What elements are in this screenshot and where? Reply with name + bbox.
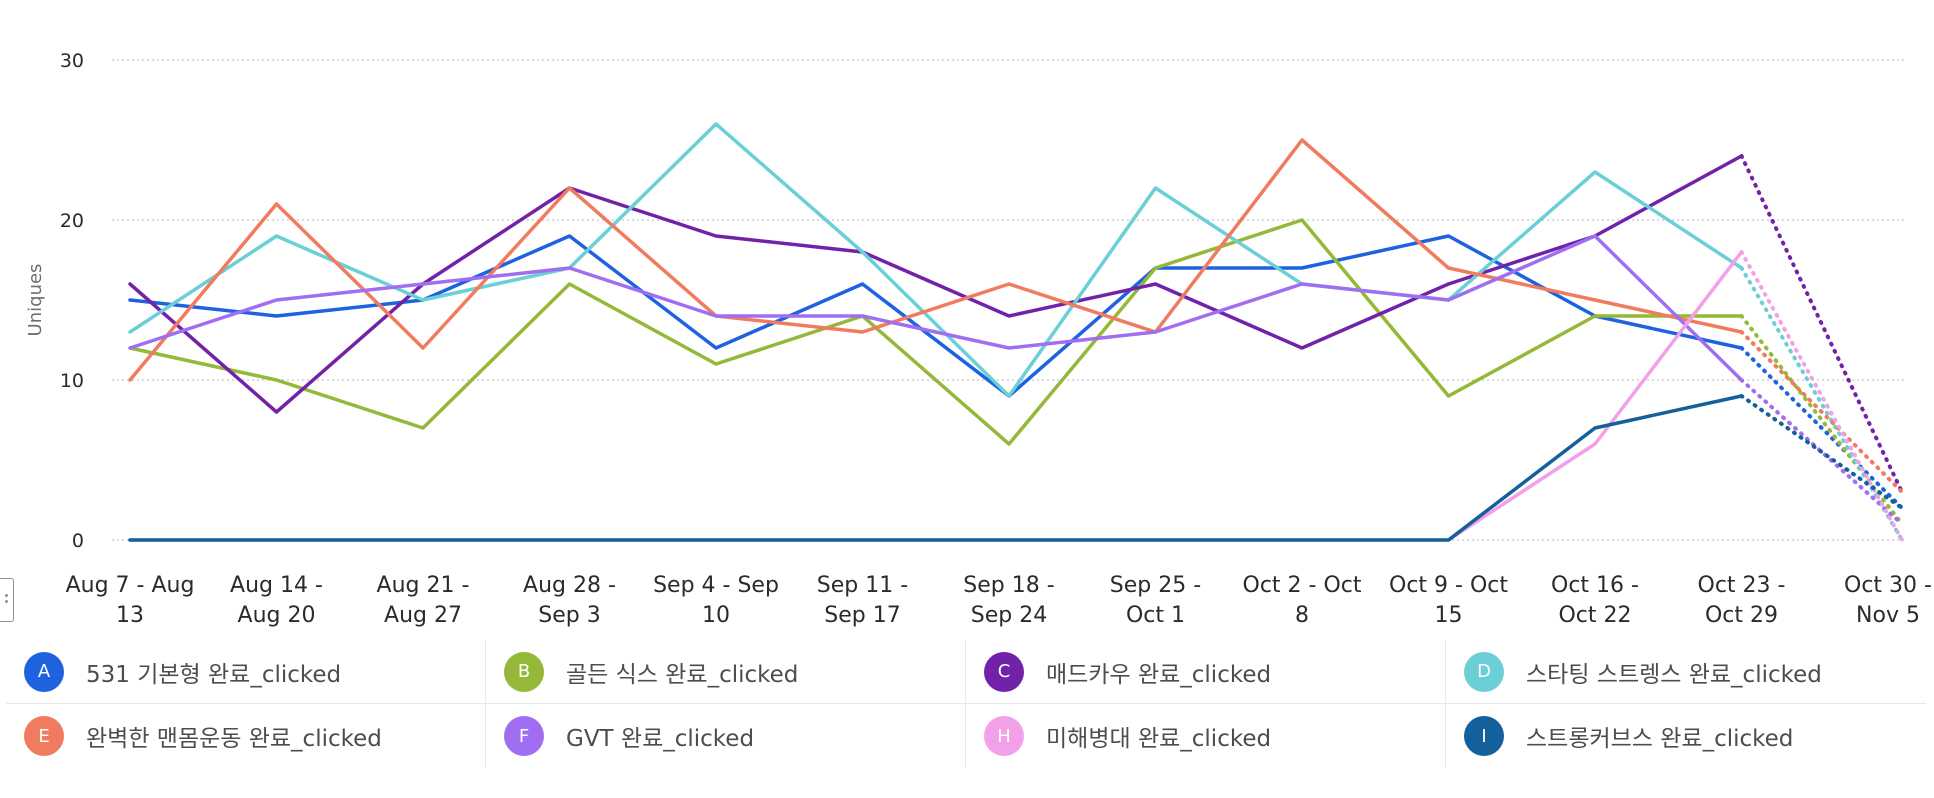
legend-item-f[interactable]: F GVT 완료_clicked (486, 704, 966, 768)
legend-badge: D (1464, 651, 1504, 692)
x-tick-label: Aug 28 -Sep 3 (523, 573, 616, 628)
series-line-d (128, 122, 1744, 398)
legend-badge: H (984, 716, 1024, 756)
x-tick-label: Sep 18 -Sep 24 (963, 573, 1054, 628)
series-partial-e (1739, 330, 1904, 494)
series-line-f (128, 234, 1744, 382)
x-tick-label: Aug 14 -Aug 20 (230, 573, 323, 628)
series-line-b (128, 218, 1744, 446)
legend: A 531 기본형 완료_clicked B 골든 식스 완료_clicked C 매드카… (6, 640, 1926, 768)
series-line-a (128, 234, 1744, 398)
y-tick-label: 10 (60, 370, 84, 392)
y-axis-label: Uniques (25, 264, 46, 337)
legend-item-d[interactable]: D 스타팅 스트렝스 완료_clicked (1446, 640, 1926, 704)
x-tick-label: Oct 16 -Oct 22 (1551, 573, 1639, 628)
y-tick-label: 0 (72, 530, 84, 552)
x-tick-label: Sep 25 -Oct 1 (1110, 573, 1201, 628)
x-tick-label: Sep 4 - Sep 10 (653, 573, 779, 628)
collapse-handle-icon[interactable] (0, 578, 14, 622)
legend-badge: A (24, 651, 64, 692)
series-line-c (128, 154, 1744, 414)
legend-badge: B (504, 651, 544, 692)
legend-badge: E (24, 716, 64, 756)
grid-lines (112, 59, 1906, 541)
series-line-i (128, 394, 1744, 542)
legend-item-a[interactable]: A 531 기본형 완료_clicked (6, 640, 486, 704)
legend-label: 스타팅 스트렝스 완료_clicked (1526, 661, 1822, 688)
legend-label: 완벽한 맨몸운동 완료_clicked (86, 726, 382, 752)
legend-item-i[interactable]: I 스트롱커브스 완료_clicked (1446, 704, 1926, 768)
series-partial-h (1739, 250, 1904, 542)
series-partial-i (1739, 394, 1904, 510)
line-chart: 0 10 20 30 Uniques Aug 7 - Aug 13 Aug 14 -Aug… (25, 50, 1932, 628)
x-tick-label: Aug 21 -Aug 27 (377, 573, 470, 628)
legend-item-b[interactable]: B 골든 식스 완료_clicked (486, 640, 966, 704)
x-tick-label: Oct 23 -Oct 29 (1698, 573, 1786, 628)
series-lines (128, 122, 1904, 542)
series-partial-a (1739, 346, 1904, 510)
legend-item-c[interactable]: C 매드카우 완료_clicked (966, 640, 1446, 704)
y-axis: 0 10 20 30 (60, 50, 84, 552)
legend-label: 매드카우 완료_clicked (1046, 661, 1272, 688)
legend-item-h[interactable]: H 미해병대 완료_clicked (966, 704, 1446, 768)
series-partial-d (1739, 266, 1904, 542)
x-tick-label: Oct 2 - Oct 8 (1243, 573, 1362, 628)
series-line-e (128, 138, 1744, 382)
y-tick-label: 30 (60, 50, 84, 72)
legend-badge: I (1464, 716, 1504, 756)
legend-badge: F (504, 716, 544, 756)
x-tick-label: Sep 11 -Sep 17 (817, 573, 908, 628)
legend-label: 미해병대 완료_clicked (1046, 726, 1272, 752)
y-tick-label: 20 (60, 210, 84, 232)
legend-label: 골든 식스 완료_clicked (566, 661, 799, 688)
series-partial-c (1739, 154, 1904, 494)
x-tick-label: Oct 30 -Nov 5 (1844, 573, 1932, 628)
x-axis: Aug 7 - Aug 13 Aug 14 -Aug 20 Aug 21 -Aug 2… (66, 573, 1932, 628)
legend-label: 531 기본형 완료_clicked (86, 661, 342, 688)
legend-item-e[interactable]: E 완벽한 맨몸운동 완료_clicked (6, 704, 486, 768)
x-tick-label: Aug 7 - Aug 13 (66, 573, 195, 628)
legend-label: 스트롱커브스 완료_clicked (1526, 726, 1794, 752)
legend-badge: C (984, 651, 1024, 692)
legend-label: GVT 완료_clicked (566, 726, 755, 752)
x-tick-label: Oct 9 - Oct 15 (1389, 573, 1508, 628)
